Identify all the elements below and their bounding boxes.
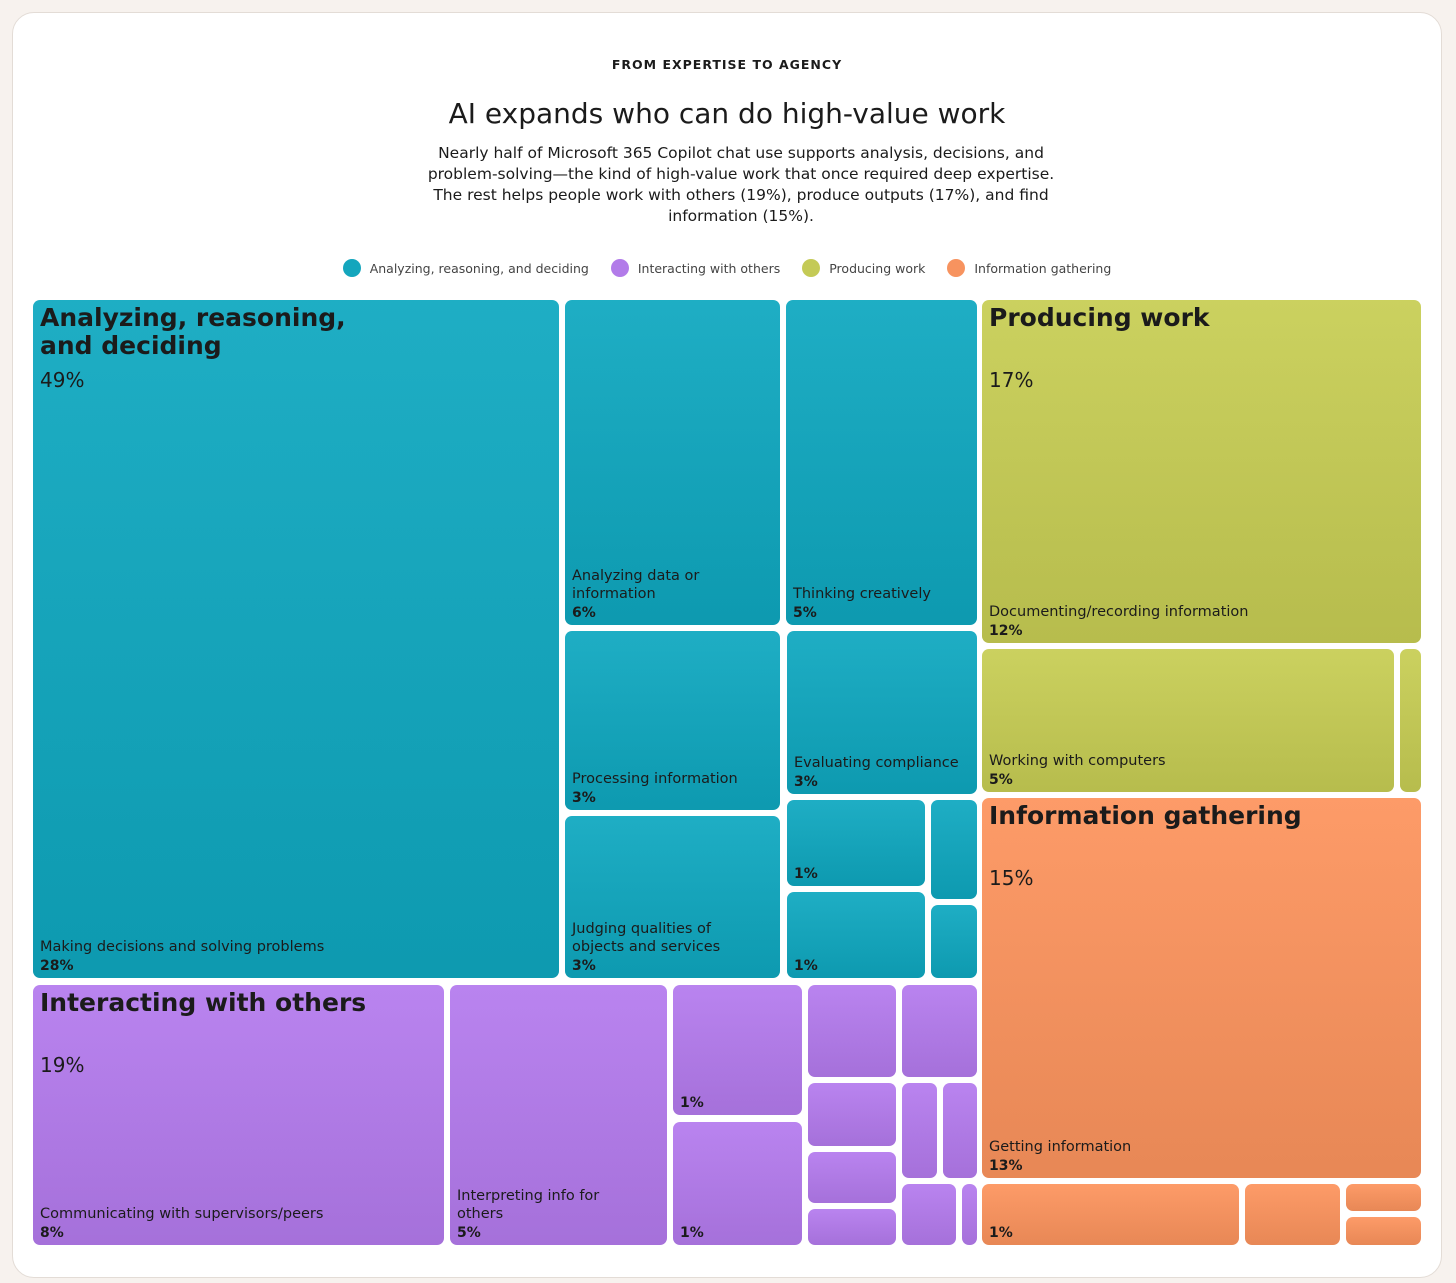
treemap-tile: 1% — [787, 892, 925, 978]
treemap-tile — [1346, 1184, 1421, 1211]
treemap-tile — [1245, 1184, 1340, 1245]
tile-value-label: 5% — [457, 1225, 481, 1241]
legend-item: Interacting with others — [610, 259, 781, 277]
treemap-tile: Producing work 17% Documenting/recording i… — [982, 300, 1421, 643]
legend-item: Information gathering — [947, 259, 1111, 277]
legend-swatch — [947, 259, 966, 277]
tile-value-label: 1% — [794, 958, 818, 974]
treemap-tile: Analyzing data or information 6% — [565, 300, 780, 625]
tile-label: Thinking creatively — [793, 586, 931, 602]
tile-value-label: 3% — [572, 958, 596, 974]
treemap-tile — [808, 1083, 896, 1146]
treemap-tile: Evaluating compliance 3% — [787, 631, 977, 794]
group-label: Information gathering — [989, 801, 1302, 830]
tile-value-label: 6% — [572, 605, 596, 621]
legend-item: Producing work — [802, 259, 925, 277]
group-label: Producing work — [989, 303, 1210, 332]
treemap-tile — [931, 800, 977, 899]
treemap-tile — [931, 905, 977, 978]
tile-label: Getting information — [989, 1139, 1132, 1155]
legend-label: Analyzing, reasoning, and deciding — [369, 260, 589, 276]
treemap-tile: Interacting with others 19% Communicating … — [33, 985, 444, 1245]
treemap-tile — [902, 1184, 956, 1245]
legend-swatch — [802, 259, 821, 277]
kicker: FROM EXPERTISE TO AGENCY — [611, 57, 843, 72]
tile-value-label: 5% — [793, 605, 817, 621]
group-label: Interacting with others — [40, 988, 367, 1017]
tile-value-label: 1% — [680, 1225, 704, 1241]
tile-value-label: 3% — [794, 774, 818, 790]
tile-value-label: 8% — [40, 1225, 64, 1241]
tile-value-label: 28% — [40, 958, 74, 974]
treemap-tile — [808, 985, 896, 1077]
treemap-tile: 1% — [787, 800, 925, 886]
tile-label: Processing information — [572, 771, 738, 787]
group-value-label: 49% — [40, 368, 85, 392]
tile-label: Evaluating compliance — [794, 755, 959, 771]
legend-label: Interacting with others — [637, 260, 781, 276]
tile-label: Judging qualities of objects and service… — [572, 921, 721, 955]
treemap-tile — [808, 1209, 896, 1245]
treemap-tile: Analyzing, reasoning, and deciding 49% Mak… — [33, 300, 559, 978]
tile-label: Working with computers — [989, 753, 1166, 769]
tile-label: Making decisions and solving problems — [40, 939, 325, 955]
treemap-tile: Processing information 3% — [565, 631, 780, 810]
treemap-tile — [1400, 649, 1421, 792]
tile-label: Analyzing data or information — [572, 568, 700, 602]
chart-title: AI expands who can do high-value work — [448, 97, 1006, 130]
group-value-label: 15% — [989, 866, 1034, 890]
legend-swatch — [342, 259, 361, 277]
tile-value-label: 13% — [989, 1158, 1023, 1174]
group-value-label: 19% — [40, 1053, 85, 1077]
treemap-tile: Judging qualities of objects and service… — [565, 816, 780, 978]
treemap-tile — [902, 985, 977, 1077]
legend-item: Analyzing, reasoning, and deciding — [342, 259, 589, 277]
legend: Analyzing, reasoning, and deciding Intera… — [13, 259, 1441, 277]
legend-swatch — [610, 259, 629, 277]
tile-value-label: 1% — [989, 1225, 1013, 1241]
tile-value-label: 1% — [794, 866, 818, 882]
tile-value-label: 1% — [680, 1095, 704, 1111]
treemap-tile — [1346, 1217, 1421, 1245]
treemap-tile: Interpreting info for others 5% — [450, 985, 667, 1245]
treemap-tile: Thinking creatively 5% — [786, 300, 977, 625]
tile-label: Interpreting info for others — [457, 1188, 600, 1222]
tile-value-label: 12% — [989, 623, 1023, 639]
tile-value-label: 3% — [572, 790, 596, 806]
legend-label: Information gathering — [974, 260, 1112, 276]
treemap-tile: 1% — [982, 1184, 1239, 1245]
treemap-tile: Working with computers 5% — [982, 649, 1394, 792]
treemap-tile: Information gathering 15% Getting informat… — [982, 798, 1421, 1178]
treemap-tile: 1% — [673, 1122, 802, 1245]
treemap-tile — [902, 1083, 937, 1178]
group-value-label: 17% — [989, 368, 1034, 392]
tile-label: Communicating with supervisors/peers — [40, 1206, 324, 1222]
treemap-tile — [943, 1083, 977, 1178]
tile-label: Documenting/recording information — [989, 604, 1249, 620]
group-label: Analyzing, reasoning, and deciding — [40, 303, 346, 360]
treemap-tile — [962, 1184, 977, 1245]
treemap-tile: 1% — [673, 985, 802, 1115]
legend-label: Producing work — [829, 260, 926, 276]
tile-value-label: 5% — [989, 772, 1013, 788]
treemap-tile — [808, 1152, 896, 1203]
subtitle: Nearly half of Microsoft 365 Copilot cha… — [427, 144, 1055, 225]
